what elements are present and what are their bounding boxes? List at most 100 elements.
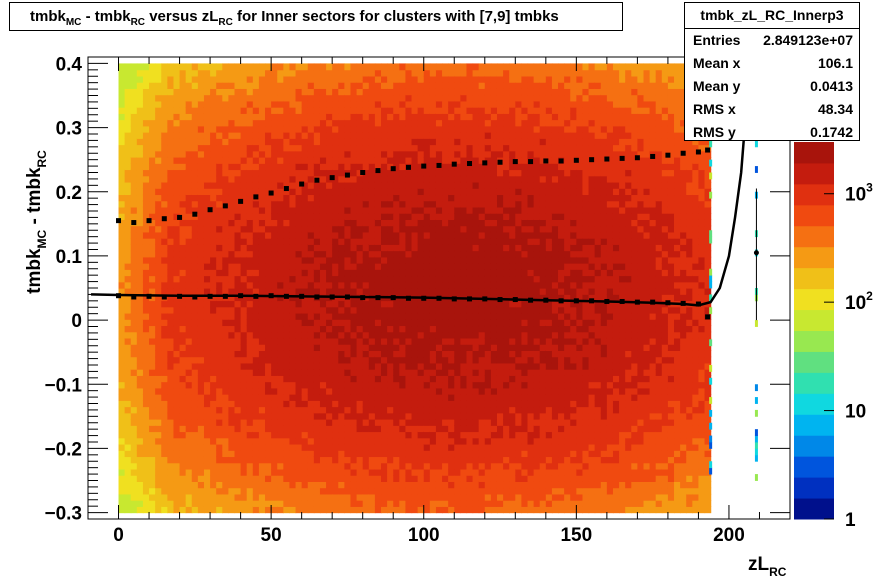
heatmap-cell (533, 244, 541, 252)
heatmap-cell (252, 225, 260, 233)
heatmap-cell (167, 125, 175, 133)
heatmap-cell (454, 394, 461, 401)
heatmap-cell (167, 350, 175, 358)
heatmap-cell (399, 132, 407, 139)
heatmap-cell (191, 406, 199, 414)
heatmap-cell (301, 107, 309, 114)
heatmap-cell (307, 200, 315, 208)
heatmap-cell (411, 238, 419, 245)
heatmap-cell (503, 400, 510, 408)
heatmap-cell (460, 362, 468, 370)
heatmap-cell (118, 288, 126, 295)
heatmap-cell (319, 450, 327, 458)
heatmap-cell (149, 169, 156, 177)
heatmap-cell (521, 344, 529, 351)
heatmap-cell (271, 181, 278, 189)
heatmap-cell (161, 181, 168, 189)
heatmap-cell (222, 431, 229, 439)
heatmap-cell (490, 94, 498, 102)
heatmap-cell (295, 456, 303, 464)
heatmap-cell (271, 381, 278, 389)
heatmap-cell (356, 443, 364, 451)
heatmap-cell (283, 331, 291, 339)
heatmap-cell (142, 400, 150, 408)
heatmap-cell (295, 63, 303, 71)
heatmap-cell (539, 387, 547, 395)
heatmap-cell (368, 88, 376, 96)
heatmap-cell (338, 194, 345, 202)
heatmap-cell (142, 275, 150, 283)
heatmap-cell (472, 400, 480, 408)
heatmap-cell (222, 125, 229, 133)
heatmap-cell (277, 456, 284, 464)
heatmap-cell (399, 256, 407, 264)
heatmap-cell (374, 281, 382, 289)
heatmap-cell (442, 456, 449, 464)
heatmap-cell (118, 281, 126, 289)
heatmap-cell (265, 425, 272, 433)
heatmap-cell (393, 238, 400, 245)
heatmap-cell (179, 288, 187, 295)
heatmap-cell (142, 94, 150, 102)
heatmap-cell (252, 500, 260, 507)
heatmap-cell (210, 412, 217, 420)
heatmap-cell (442, 63, 449, 71)
heatmap-cell (319, 312, 327, 320)
heatmap-cell (429, 506, 437, 514)
heatmap-cell (435, 456, 443, 464)
heatmap-cell (435, 100, 443, 108)
heatmap-cell (136, 468, 144, 476)
heatmap-cell (326, 356, 333, 364)
heatmap-cell (216, 150, 223, 158)
heatmap-cell (423, 82, 431, 89)
heatmap-cell (228, 125, 236, 133)
heatmap-cell (197, 356, 205, 364)
heatmap-cell (197, 312, 205, 320)
heatmap-cell (283, 369, 291, 376)
heatmap-cell (289, 100, 297, 108)
heatmap-cell (368, 337, 376, 345)
heatmap-cell (338, 394, 345, 401)
heatmap-cell (301, 387, 309, 395)
heatmap-cell (460, 219, 468, 227)
heatmap-cell (228, 506, 236, 514)
heatmap-cell (423, 194, 431, 202)
heatmap-cell (381, 219, 388, 227)
heatmap-cell (454, 194, 461, 202)
heatmap-cell (185, 369, 193, 376)
heatmap-cell (374, 487, 382, 495)
heatmap-cell (265, 281, 272, 289)
heatmap-cell (417, 244, 425, 252)
heatmap-cell (356, 188, 364, 196)
heatmap-cell (429, 69, 437, 77)
heatmap-cell (460, 163, 468, 171)
heatmap-cell (332, 269, 339, 277)
heatmap-cell (521, 456, 529, 464)
heatmap-cell (472, 94, 480, 102)
heatmap-cell (246, 175, 254, 183)
heatmap-cell (203, 344, 211, 351)
heatmap-cell (326, 238, 333, 245)
heatmap-cell (478, 288, 486, 295)
heatmap-cell (496, 456, 504, 464)
heatmap-cell (313, 493, 321, 501)
heatmap-cell (118, 331, 126, 339)
heatmap-cell (460, 506, 468, 514)
heatmap-cell (197, 456, 205, 464)
heatmap-cell (393, 337, 400, 345)
heatmap-cell (435, 450, 443, 458)
heatmap-cell (167, 132, 175, 139)
heatmap-cell (258, 369, 266, 376)
heatmap-cell (258, 450, 266, 458)
heatmap-cell (130, 456, 138, 464)
heatmap-cell (258, 443, 266, 451)
heatmap-cell (173, 94, 181, 102)
heatmap-cell (405, 132, 413, 139)
heatmap-cell (338, 331, 345, 339)
heatmap-cell (460, 75, 468, 83)
heatmap-cell (252, 175, 260, 183)
heatmap-cell (234, 169, 242, 177)
heatmap-cell (295, 381, 303, 389)
heatmap-cell (228, 107, 236, 114)
heatmap-cell (484, 394, 492, 401)
